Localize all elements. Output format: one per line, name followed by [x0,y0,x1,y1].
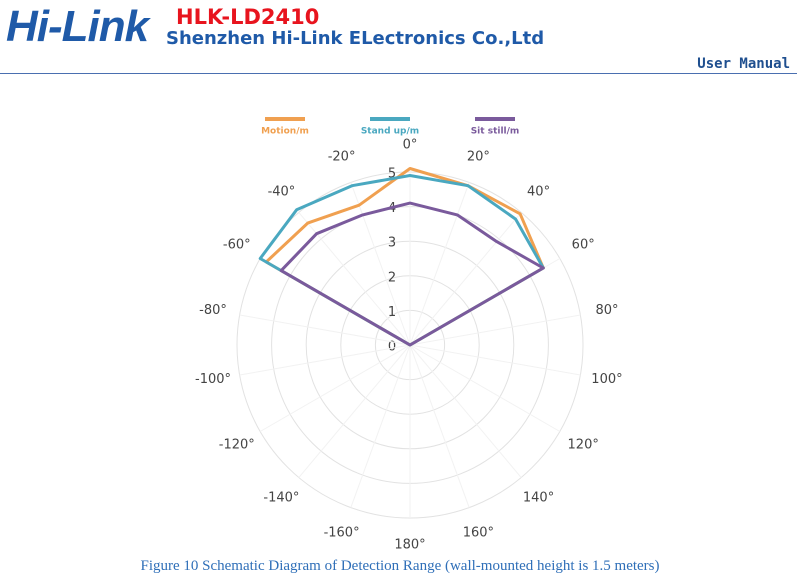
spoke [239,344,411,376]
doc-type: User Manual [697,56,790,72]
spoke [409,314,581,346]
legend-label: Stand up/m [361,127,419,137]
theta-tick-label: 40° [527,184,550,199]
company: Shenzhen Hi-Link ELectronics Co.,Ltd [166,28,545,49]
theta-tick-label: 140° [523,491,554,506]
spoke [350,182,411,346]
spoke [259,344,411,432]
spoke [239,314,411,346]
spoke [409,344,470,508]
series-line [264,167,545,347]
r-tick-label: 5 [388,167,396,182]
spoke [409,344,561,432]
r-tick-label: 0 [388,340,396,355]
theta-tick-label: -60° [223,238,251,253]
theta-tick-label: -160° [324,525,360,540]
theta-tick-label: 20° [467,150,490,165]
series-line [258,174,545,347]
theta-tick-label: 160° [463,525,494,540]
theta-tick-label: 180° [394,538,425,553]
theta-tick-label: -140° [263,491,299,506]
spoke [409,212,522,346]
spoke [350,344,411,508]
spoke [409,182,470,346]
theta-tick-label: 80° [595,303,618,318]
theta-tick-label: -100° [195,372,231,387]
series-line [279,201,545,347]
logo: Hi-Link [6,2,149,51]
caption: Figure 10 Schematic Diagram of Detection… [140,558,660,574]
header-rule [0,73,797,74]
spoke [409,344,522,478]
theta-tick-label: 0° [403,138,418,153]
r-tick-label: 3 [388,236,396,251]
theta-tick-label: -80° [199,303,227,318]
theta-tick-label: 100° [591,372,622,387]
spoke [298,344,411,478]
model: HLK-LD2410 [176,5,320,29]
theta-tick-label: -40° [268,184,296,199]
r-tick-label: 1 [388,305,396,320]
legend-label: Motion/m [261,127,309,137]
theta-tick-label: -120° [219,438,255,453]
theta-tick-label: 60° [572,238,595,253]
r-tick-label: 2 [388,270,396,285]
spoke [409,344,581,376]
theta-tick-label: 120° [568,438,599,453]
legend-label: Sit still/m [471,127,520,137]
theta-tick-label: -20° [328,150,356,165]
